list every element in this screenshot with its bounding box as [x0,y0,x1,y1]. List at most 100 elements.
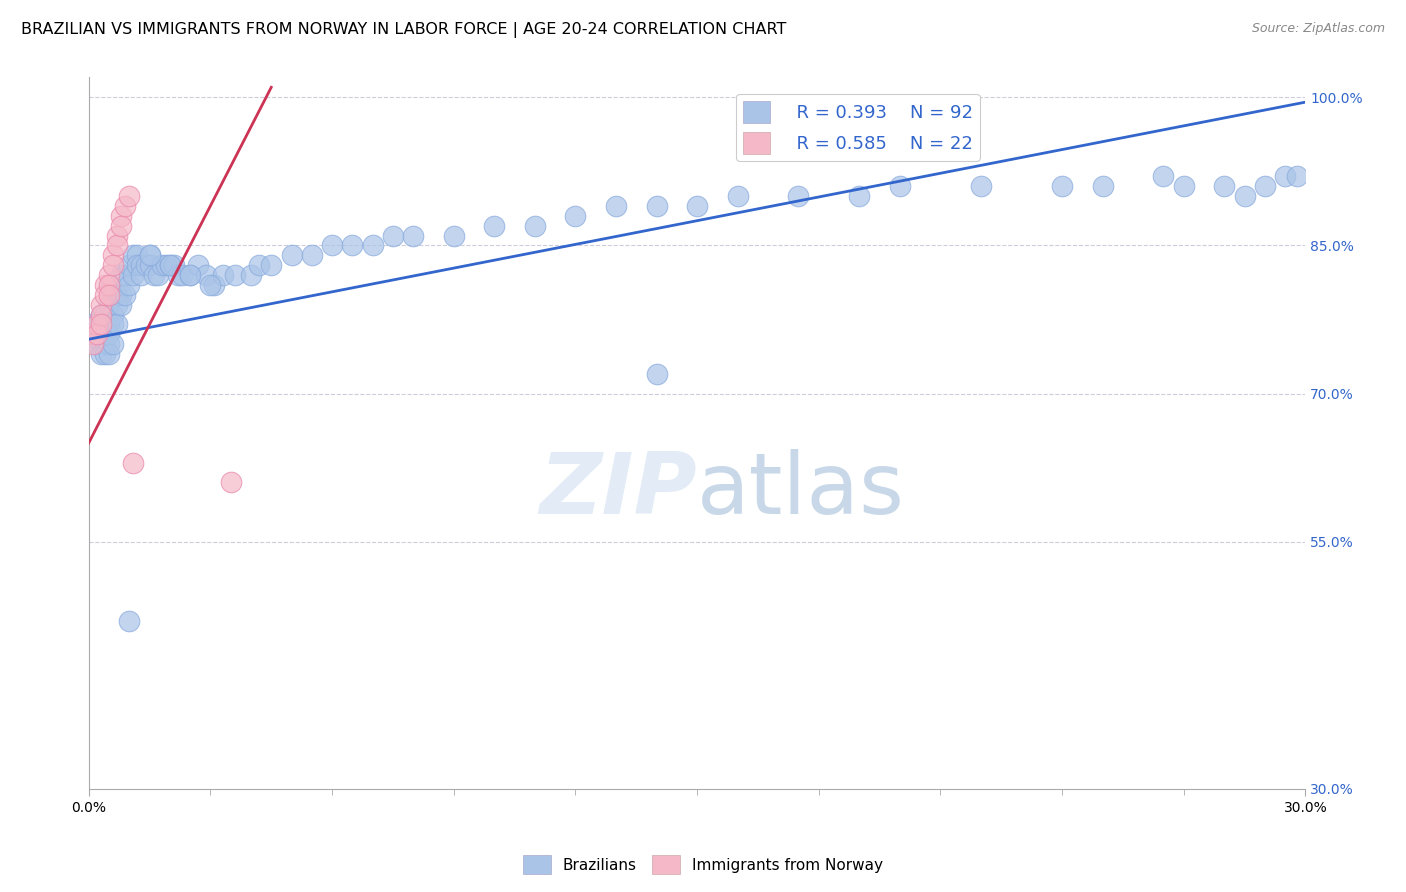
Point [301,248,323,262]
Point [605,199,627,213]
Point [118,189,141,203]
Point [155,258,177,272]
Point [127,248,149,262]
Legend: Brazilians, Immigrants from Norway: Brazilians, Immigrants from Norway [517,849,889,880]
Point [110,298,132,312]
Point [110,268,132,282]
Point [90,298,112,312]
Point [94,287,117,301]
Point [114,268,136,282]
Point [82,327,104,342]
Point [381,228,404,243]
Point [138,258,160,272]
Point [179,268,201,282]
Point [101,248,124,262]
Point [98,287,121,301]
Text: Source: ZipAtlas.com: Source: ZipAtlas.com [1251,22,1385,36]
Point [239,268,262,282]
Point [110,209,132,223]
Point [90,327,112,342]
Point [98,327,121,342]
Point [247,258,270,272]
Point [146,268,169,282]
Point [727,189,749,203]
Point [187,258,209,272]
Point [200,277,222,292]
Point [179,268,201,282]
Point [402,228,425,243]
Point [82,337,104,351]
Point [1091,179,1114,194]
Point [131,258,153,272]
Point [1173,179,1195,194]
Point [219,475,242,490]
Point [211,268,233,282]
Point [321,238,343,252]
Point [195,268,218,282]
Point [98,277,121,292]
Point [848,189,870,203]
Point [1286,169,1309,184]
Point [110,287,132,301]
Point [101,318,124,332]
Point [90,337,112,351]
Point [163,258,186,272]
Point [204,277,226,292]
Point [138,248,160,262]
Point [260,258,283,272]
Point [118,614,141,628]
Point [1050,179,1073,194]
Point [1152,169,1174,184]
Point [1233,189,1256,203]
Point [167,268,190,282]
Point [224,268,246,282]
Point [98,337,121,351]
Point [98,318,121,332]
Point [127,258,149,272]
Point [98,268,121,282]
Point [134,258,156,272]
Point [142,268,165,282]
Point [122,456,145,470]
Point [101,308,124,322]
Point [122,248,145,262]
Point [94,337,117,351]
Point [1274,169,1296,184]
Point [114,287,136,301]
Point [361,238,384,252]
Point [564,209,586,223]
Point [523,219,546,233]
Point [443,228,465,243]
Point [82,327,104,342]
Point [90,308,112,322]
Point [105,228,128,243]
Point [105,318,128,332]
Point [101,258,124,272]
Point [94,277,117,292]
Point [86,337,108,351]
Point [342,238,364,252]
Point [170,268,193,282]
Point [90,308,112,322]
Legend:   R = 0.393    N = 92,   R = 0.585    N = 22: R = 0.393 N = 92, R = 0.585 N = 22 [737,94,980,161]
Text: atlas: atlas [697,449,905,532]
Point [159,258,181,272]
Point [98,347,121,361]
Point [105,287,128,301]
Point [86,327,108,342]
Point [889,179,911,194]
Point [94,327,117,342]
Point [101,287,124,301]
Point [86,318,108,332]
Point [1213,179,1236,194]
Point [150,258,173,272]
Point [110,219,132,233]
Point [118,258,141,272]
Point [1254,179,1277,194]
Point [90,318,112,332]
Point [90,347,112,361]
Point [94,347,117,361]
Point [686,199,709,213]
Point [280,248,302,262]
Point [114,199,136,213]
